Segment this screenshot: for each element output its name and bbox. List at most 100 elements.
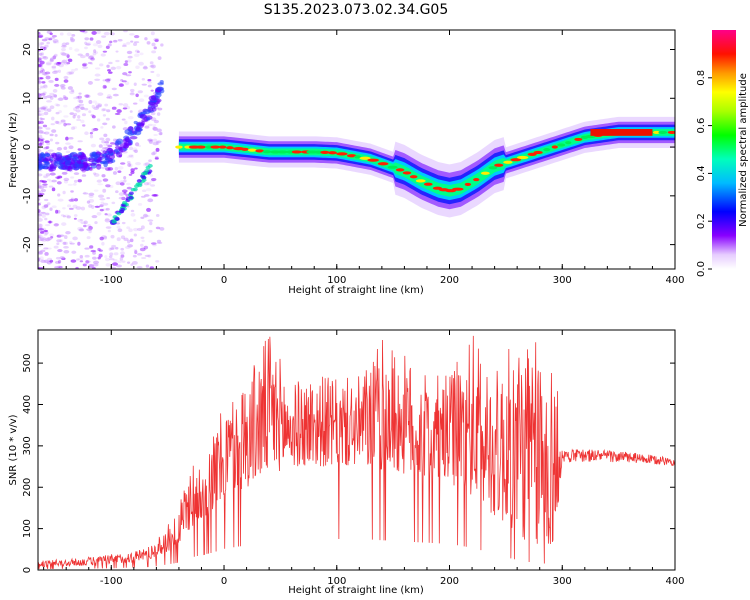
noise-blob — [64, 53, 70, 57]
noise-blob — [123, 175, 127, 180]
streak-blob — [130, 187, 136, 192]
noise-blob — [156, 73, 161, 77]
noise-blob — [38, 130, 44, 134]
noise-blob — [148, 139, 153, 144]
noise-blob — [73, 217, 77, 220]
noise-blob — [38, 182, 41, 185]
noise-blob — [53, 41, 57, 44]
noise-blob — [89, 37, 94, 41]
spectrogram-x-tick-label: 0 — [221, 275, 227, 286]
noise-blob — [124, 60, 129, 64]
noise-blob — [104, 255, 108, 259]
noise-blob — [123, 30, 128, 33]
noise-blob — [38, 226, 43, 230]
noise-blob — [72, 204, 78, 209]
ridge-peak — [377, 162, 389, 166]
noise-blob — [43, 147, 49, 150]
noise-blob — [77, 104, 81, 108]
noise-blob — [43, 233, 48, 237]
noise-blob — [69, 90, 75, 95]
noise-blob — [117, 260, 122, 264]
band-blob — [94, 159, 103, 163]
band-blob — [109, 159, 116, 163]
noise-blob — [53, 223, 59, 227]
noise-blob — [103, 236, 108, 240]
noise-blob — [98, 194, 105, 198]
noise-blob — [96, 118, 101, 122]
noise-blob — [68, 145, 74, 150]
noise-blob — [43, 247, 49, 250]
noise-blob — [77, 219, 83, 223]
noise-blob — [70, 38, 76, 42]
noise-blob — [118, 192, 125, 196]
noise-blob — [64, 214, 70, 217]
noise-blob — [48, 79, 54, 84]
band-blob — [135, 126, 141, 131]
band-blob — [124, 129, 133, 135]
noise-blob — [126, 105, 131, 110]
noise-blob — [67, 183, 74, 186]
noise-blob — [46, 108, 52, 112]
streak-blob — [118, 209, 124, 214]
noise-blob — [49, 233, 54, 238]
noise-blob — [72, 236, 78, 241]
snr-y-axis-label: SNR (10 * v/v) — [8, 414, 19, 485]
ridge-peak — [415, 179, 426, 183]
ridge-peak — [367, 158, 380, 162]
noise-blob — [152, 126, 158, 131]
ridge-peak — [175, 145, 183, 149]
noise-blob — [86, 41, 92, 46]
noise-blob — [82, 263, 87, 267]
noise-blob — [77, 226, 84, 231]
ridge-peak — [196, 145, 206, 149]
noise-blob — [38, 57, 42, 61]
ridge-peak — [402, 171, 412, 175]
noise-blob — [57, 69, 61, 73]
noise-blob — [45, 127, 51, 130]
noise-blob — [135, 162, 141, 166]
noise-blob — [126, 41, 131, 45]
noise-blob — [133, 233, 137, 237]
noise-blob — [115, 190, 119, 194]
colorbar-label: Normalized spectral amplitude — [738, 73, 749, 227]
noise-blob — [43, 72, 48, 76]
noise-blob — [38, 109, 44, 113]
noise-blob — [95, 104, 102, 108]
noise-blob — [104, 218, 111, 223]
noise-blob — [43, 204, 49, 208]
noise-blob — [111, 266, 117, 269]
ridge-peak — [464, 182, 472, 187]
noise-blob — [122, 43, 127, 46]
noise-blob — [48, 185, 54, 188]
noise-blob — [58, 110, 62, 114]
noise-blob — [99, 208, 104, 212]
noise-blob — [130, 263, 134, 267]
noise-blob — [128, 146, 134, 151]
noise-blob — [129, 110, 133, 113]
noise-blob — [117, 166, 124, 170]
noise-blob — [147, 79, 152, 82]
noise-blob — [49, 172, 56, 176]
noise-blob — [126, 182, 131, 186]
ridge-peak — [510, 158, 522, 162]
noise-blob — [98, 144, 103, 148]
ridge-peak — [395, 168, 405, 172]
noise-blob — [105, 137, 111, 142]
noise-blob — [60, 86, 66, 90]
noise-blob — [94, 221, 98, 225]
noise-blob — [91, 214, 98, 219]
noise-blob — [111, 244, 117, 248]
noise-blob — [103, 31, 110, 36]
ridge-band — [178, 129, 675, 197]
noise-blob — [123, 237, 129, 242]
ridge-peak — [658, 130, 668, 135]
noise-blob — [84, 247, 90, 250]
noise-blob — [40, 86, 45, 89]
noise-blob — [107, 167, 114, 171]
noise-blob — [103, 86, 107, 89]
ridge-peak — [565, 141, 572, 145]
noise-blob — [82, 124, 86, 127]
noise-blob — [92, 100, 98, 104]
noise-blob — [43, 247, 49, 250]
noise-blob — [73, 112, 78, 116]
